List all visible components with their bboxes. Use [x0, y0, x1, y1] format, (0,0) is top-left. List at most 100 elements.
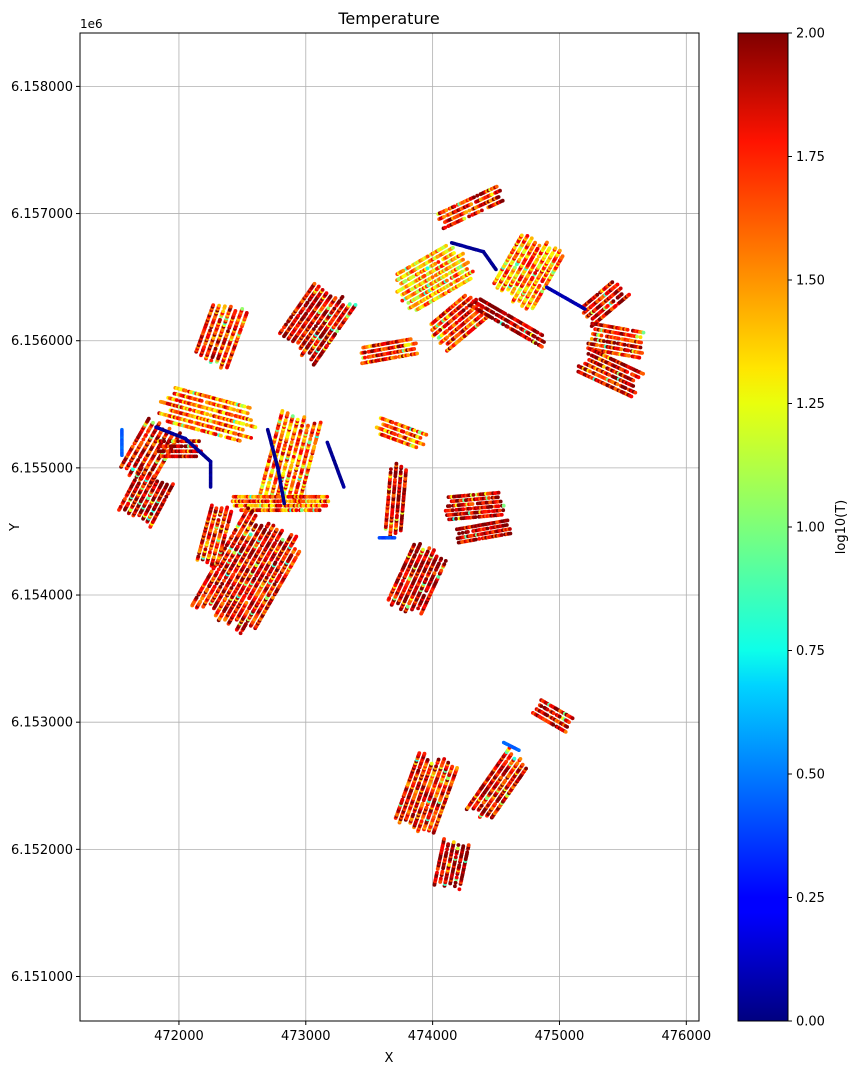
data-point [325, 291, 329, 295]
data-point [363, 351, 367, 355]
data-point [143, 471, 147, 475]
data-point [241, 428, 245, 432]
data-point [239, 328, 243, 332]
data-point [218, 318, 222, 322]
data-point [230, 413, 234, 417]
data-point [267, 522, 271, 526]
data-point [404, 468, 408, 472]
data-point [393, 478, 397, 482]
data-point [211, 303, 215, 307]
data-point [334, 296, 338, 300]
data-point [422, 594, 426, 598]
data-point [300, 508, 304, 512]
data-point [225, 506, 229, 510]
data-point [249, 418, 253, 422]
data-point [412, 543, 416, 547]
data-point [217, 304, 221, 308]
data-point [501, 508, 505, 512]
data-point [497, 491, 501, 495]
data-point [271, 469, 275, 473]
data-point [391, 421, 395, 425]
data-point [348, 302, 352, 306]
data-point [461, 507, 465, 511]
data-point [215, 506, 219, 510]
data-point [296, 418, 300, 422]
data-point [190, 420, 194, 424]
data-point [243, 405, 247, 409]
data-point [548, 246, 552, 250]
data-point [487, 496, 491, 500]
data-point [254, 523, 258, 527]
data-point [469, 277, 473, 281]
data-point [290, 533, 294, 537]
data-point [295, 467, 299, 471]
data-point [500, 513, 504, 517]
data-point [233, 438, 237, 442]
data-point [279, 504, 283, 508]
data-point [137, 482, 141, 486]
data-point [487, 510, 491, 514]
data-point [463, 294, 467, 298]
data-point [212, 555, 216, 559]
data-point [283, 443, 287, 447]
data-point [341, 295, 345, 299]
data-point [162, 439, 166, 443]
data-point [155, 479, 159, 483]
data-point [509, 532, 513, 536]
data-point [254, 425, 258, 429]
data-point [326, 499, 330, 503]
data-point [279, 499, 283, 503]
data-point [297, 550, 301, 554]
data-point [209, 359, 213, 363]
data-point [219, 434, 223, 438]
data-point [295, 508, 299, 512]
data-point [432, 548, 436, 552]
data-point [234, 432, 238, 436]
data-point [152, 474, 156, 478]
data-point [205, 541, 209, 545]
data-point [245, 423, 249, 427]
data-point [196, 555, 200, 559]
data-point [363, 356, 367, 360]
data-point [291, 414, 295, 418]
data-point [188, 408, 192, 412]
data-point [168, 427, 172, 431]
data-point [451, 246, 455, 250]
data-point [477, 537, 481, 541]
data-point [318, 508, 322, 512]
data-point [282, 472, 286, 476]
data-point [151, 421, 155, 425]
data-point [498, 509, 502, 513]
data-point [387, 495, 391, 499]
data-point [240, 307, 244, 311]
data-point [393, 432, 397, 436]
data-point [290, 463, 294, 467]
data-point [148, 472, 152, 476]
data-point [246, 506, 250, 510]
data-point [526, 234, 530, 238]
data-point [533, 241, 537, 245]
data-point [467, 209, 471, 213]
data-point [281, 409, 285, 413]
data-point [422, 443, 426, 447]
data-point [444, 208, 448, 212]
data-point [495, 185, 499, 189]
data-point [444, 244, 448, 248]
data-point [406, 605, 410, 609]
data-point [208, 329, 212, 333]
data-point [175, 398, 179, 402]
data-point [474, 515, 478, 519]
data-point [293, 472, 297, 476]
data-point [238, 439, 242, 443]
data-point [234, 309, 238, 313]
data-point [616, 283, 620, 287]
data-point [249, 533, 253, 537]
data-point [324, 504, 328, 508]
data-point [354, 303, 358, 307]
data-point [290, 440, 294, 444]
data-point [292, 475, 296, 479]
data-point [270, 504, 274, 508]
data-point [466, 530, 470, 534]
data-point [427, 546, 431, 550]
data-point [418, 542, 422, 546]
